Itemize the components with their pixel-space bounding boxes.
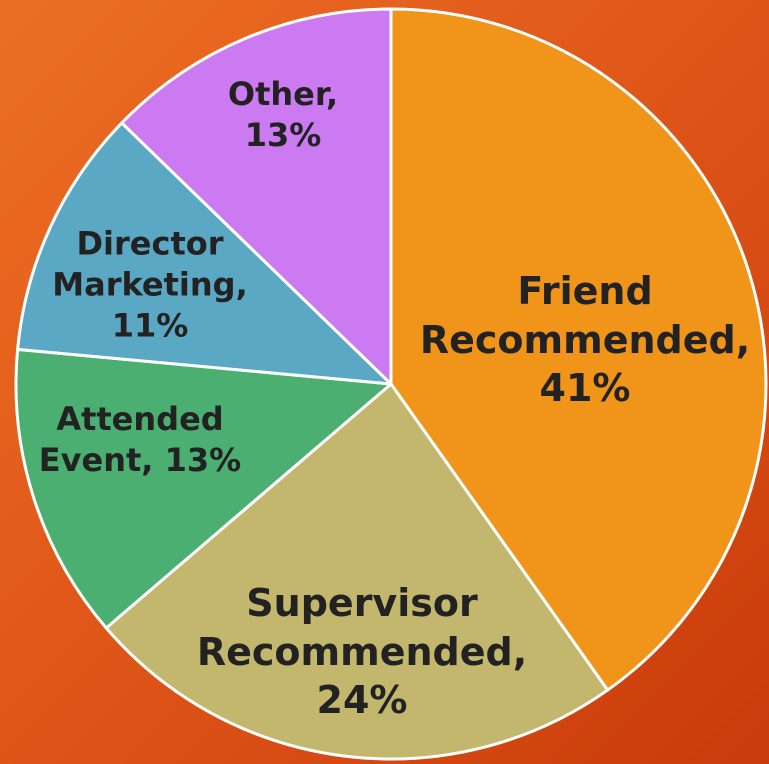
pie-slice	[120, 7, 393, 386]
slice-label: Director Marketing, 11%	[52, 224, 248, 345]
slice-label: Attended Event, 13%	[38, 400, 242, 479]
pie-slice	[16, 121, 393, 386]
slice-label: Friend Recommended, 41%	[419, 269, 751, 411]
pie-slice	[104, 382, 610, 761]
pie-slice	[14, 347, 393, 630]
slice-label: Supervisor Recommended, 24%	[196, 581, 528, 723]
pie-slice	[389, 7, 768, 692]
slice-label: Other, 13%	[227, 75, 339, 154]
